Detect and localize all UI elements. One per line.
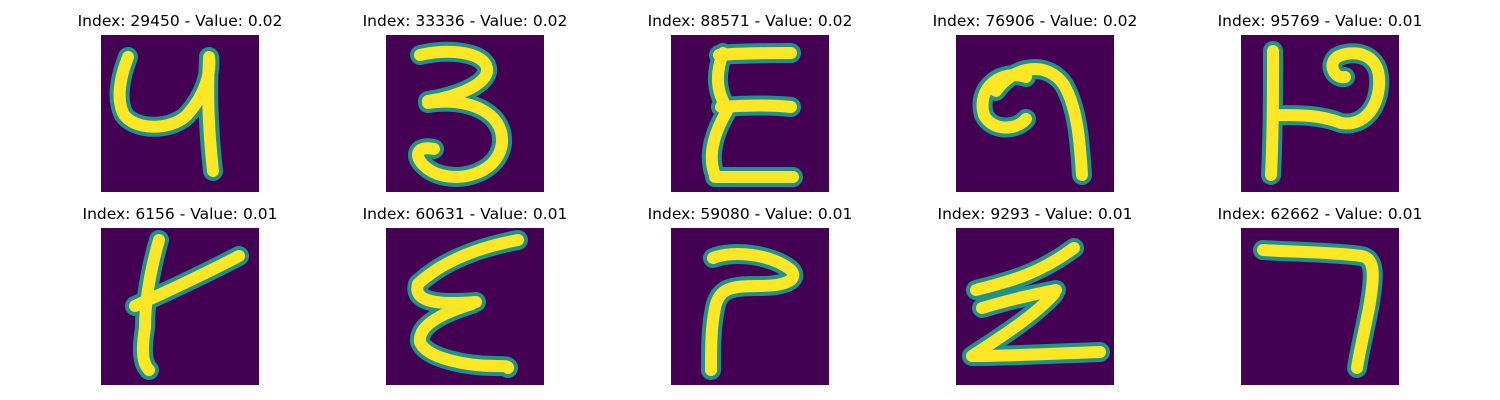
digit-image: [671, 35, 829, 192]
panel-3: Index: 88571 - Value: 0.02: [630, 11, 870, 196]
panel-title: Index: 95769 - Value: 0.01: [1217, 12, 1423, 30]
panel-title: Index: 88571 - Value: 0.02: [647, 12, 853, 30]
panel-title: Index: 6156 - Value: 0.01: [82, 205, 278, 223]
stroke-core: [1257, 244, 1379, 374]
stroke-core: [1265, 45, 1386, 181]
panel-8: Index: 59080 - Value: 0.01: [630, 204, 870, 389]
panel-title: Index: 33336 - Value: 0.02: [362, 12, 568, 30]
panel-title: Index: 62662 - Value: 0.01: [1217, 205, 1423, 223]
digit-image: [386, 35, 544, 192]
panel-title: Index: 9293 - Value: 0.01: [937, 205, 1133, 223]
panel-7: Index: 60631 - Value: 0.01: [345, 204, 585, 389]
digit-image: [101, 228, 259, 385]
digit-image: [101, 35, 259, 192]
panel-10: Index: 62662 - Value: 0.01: [1200, 204, 1440, 389]
digit-image: [671, 228, 829, 385]
digit-image: [386, 228, 544, 385]
stroke-core: [705, 47, 799, 184]
stroke-core: [976, 63, 1088, 181]
stroke-core: [411, 234, 524, 374]
panel-6: Index: 6156 - Value: 0.01: [60, 204, 300, 389]
digit-image: [956, 35, 1114, 192]
stroke-core: [412, 45, 508, 183]
digit-image: [1241, 228, 1399, 385]
panel-title: Index: 29450 - Value: 0.02: [77, 12, 283, 30]
panel-title: Index: 76906 - Value: 0.02: [932, 12, 1138, 30]
panel-title: Index: 59080 - Value: 0.01: [647, 205, 853, 223]
panel-title: Index: 60631 - Value: 0.01: [362, 205, 568, 223]
stroke-core: [129, 234, 245, 376]
panel-5: Index: 95769 - Value: 0.01: [1200, 11, 1440, 196]
stroke-core: [705, 248, 800, 376]
panel-1: Index: 29450 - Value: 0.02: [60, 11, 300, 196]
stroke-core: [966, 242, 1106, 362]
stroke-core: [113, 51, 219, 177]
panel-2: Index: 33336 - Value: 0.02: [345, 11, 585, 196]
panel-4: Index: 76906 - Value: 0.02: [915, 11, 1155, 196]
digit-image: [956, 228, 1114, 385]
digit-image: [1241, 35, 1399, 192]
panel-9: Index: 9293 - Value: 0.01: [915, 204, 1155, 389]
